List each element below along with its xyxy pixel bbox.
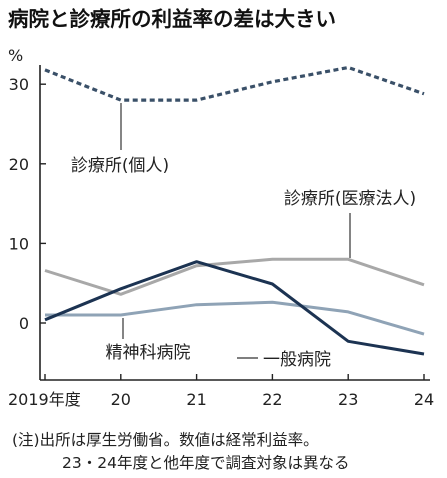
series-label-3: 一般病院 xyxy=(263,350,331,370)
series-label-0: 診療所(個人) xyxy=(71,156,169,176)
y-tick-label: 30 xyxy=(9,75,29,94)
x-tick-label: 2019年度 xyxy=(8,390,81,409)
chart-title: 病院と診療所の利益率の差は大きい xyxy=(8,7,336,31)
x-tick-label: 23 xyxy=(338,390,358,409)
series-line-2 xyxy=(45,300,425,336)
note-line-2: 23・24年度と他年度で調査対象は異なる xyxy=(62,454,349,472)
note-line-1: (注)出所は厚生労働省。数値は経常利益率。 xyxy=(12,431,319,449)
y-unit-label: % xyxy=(8,46,23,65)
series-layer xyxy=(44,65,425,356)
annotations: 診療所(個人) 診療所(医療法人) 精神科病院 一般病院 xyxy=(71,103,416,370)
x-tick-label: 22 xyxy=(262,390,282,409)
series-label-2: 精神科病院 xyxy=(106,343,191,363)
series-line-1 xyxy=(44,257,425,296)
series-line-0 xyxy=(44,65,425,102)
x-tick-label: 21 xyxy=(186,390,206,409)
y-tick-label: 0 xyxy=(19,314,29,333)
y-tick-label: 20 xyxy=(9,155,29,174)
series-line-3 xyxy=(44,260,425,356)
y-tick-label: 10 xyxy=(9,234,29,253)
x-tick-label: 24 xyxy=(414,390,434,409)
axes: 0 10 20 30 2019年度 20 21 22 23 24 xyxy=(8,65,434,409)
series-label-1: 診療所(医療法人) xyxy=(284,189,416,209)
x-tick-label: 20 xyxy=(111,390,131,409)
